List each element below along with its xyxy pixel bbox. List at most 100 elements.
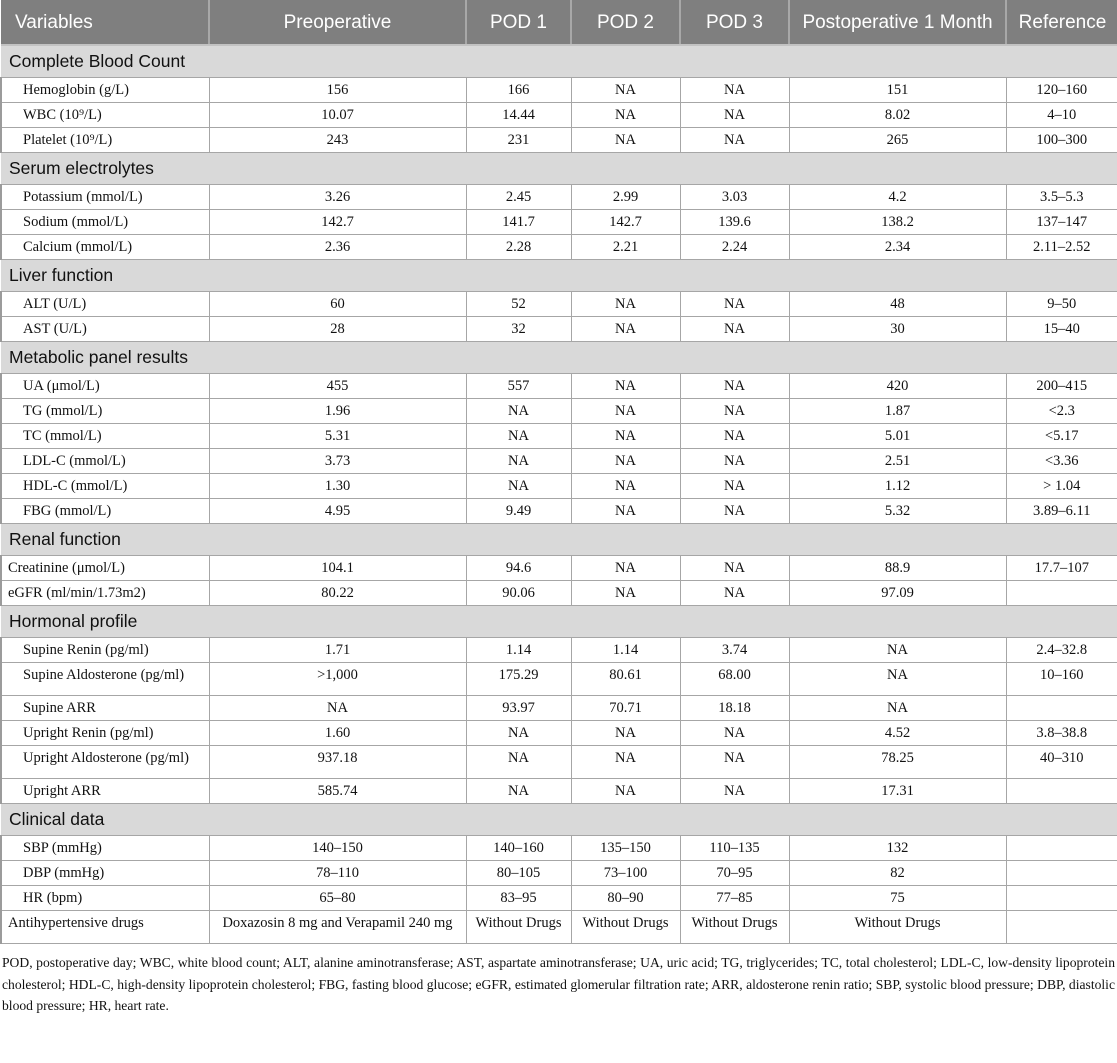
value-cell: NA <box>465 745 572 779</box>
value-cell: NA <box>679 745 790 779</box>
table-row: Upright Renin (pg/ml) 1.60 NA NA NA 4.52 3.8–3… <box>0 720 1117 746</box>
table-row: Upright ARR 585.74 NA NA NA 17.31 <box>0 778 1117 804</box>
value-cell <box>1005 910 1117 944</box>
variable-label: eGFR (ml/min/1.73m2) <box>0 580 210 606</box>
value-cell: 3.89–6.11 <box>1005 498 1117 524</box>
value-cell: 455 <box>208 373 467 399</box>
value-cell: 120–160 <box>1005 77 1117 103</box>
value-cell: NA <box>570 720 681 746</box>
value-cell: Without Drugs <box>465 910 572 944</box>
column-header: Postoperative 1 Month <box>789 0 1007 46</box>
value-cell: 5.31 <box>208 423 467 449</box>
value-cell: NA <box>465 398 572 424</box>
variable-label: FBG (mmol/L) <box>0 498 210 524</box>
value-cell: 60 <box>208 291 467 317</box>
value-cell: 82 <box>788 860 1007 886</box>
value-cell: 94.6 <box>465 555 572 581</box>
value-cell: 4.52 <box>788 720 1007 746</box>
value-cell: 1.71 <box>208 637 467 663</box>
value-cell: NA <box>465 778 572 804</box>
value-cell <box>1005 695 1117 721</box>
value-cell: 68.00 <box>679 662 790 696</box>
value-cell: NA <box>570 291 681 317</box>
value-cell: NA <box>570 398 681 424</box>
value-cell: 40–310 <box>1005 745 1117 779</box>
value-cell: Doxazosin 8 mg and Verapamil 240 mg <box>208 910 467 944</box>
value-cell: 9–50 <box>1005 291 1117 317</box>
section-row: Renal function <box>1 523 1117 556</box>
value-cell: 80–105 <box>465 860 572 886</box>
value-cell: 2.28 <box>465 234 572 260</box>
value-cell: NA <box>679 316 790 342</box>
value-cell: NA <box>570 498 681 524</box>
value-cell: 73–100 <box>570 860 681 886</box>
value-cell: Without Drugs <box>788 910 1007 944</box>
value-cell <box>1005 835 1117 861</box>
value-cell: 137–147 <box>1005 209 1117 235</box>
value-cell: 937.18 <box>208 745 467 779</box>
value-cell: NA <box>679 291 790 317</box>
table-row: Antihypertensive drugs Doxazosin 8 mg and… <box>0 910 1117 944</box>
column-header: POD 3 <box>680 0 790 46</box>
value-cell: 30 <box>788 316 1007 342</box>
value-cell: 1.12 <box>788 473 1007 499</box>
value-cell: NA <box>570 580 681 606</box>
table-row: Calcium (mmol/L) 2.36 2.28 2.21 2.24 2.34 2.11… <box>0 234 1117 260</box>
value-cell: 3.74 <box>679 637 790 663</box>
value-cell: NA <box>570 745 681 779</box>
value-cell: NA <box>570 448 681 474</box>
value-cell: 4–10 <box>1005 102 1117 128</box>
variable-label: ALT (U/L) <box>0 291 210 317</box>
value-cell: 156 <box>208 77 467 103</box>
value-cell: 15–40 <box>1005 316 1117 342</box>
section-title: Serum electrolytes <box>1 152 1117 185</box>
value-cell: 10.07 <box>208 102 467 128</box>
value-cell: 1.87 <box>788 398 1007 424</box>
variable-label: Calcium (mmol/L) <box>0 234 210 260</box>
section-title: Liver function <box>1 259 1117 292</box>
value-cell: 70.71 <box>570 695 681 721</box>
value-cell: <3.36 <box>1005 448 1117 474</box>
value-cell: 1.96 <box>208 398 467 424</box>
table-header: Variables Preoperative POD 1 POD 2 POD 3 Post… <box>1 0 1117 46</box>
section-title: Complete Blood Count <box>1 44 1117 78</box>
value-cell: > 1.04 <box>1005 473 1117 499</box>
variable-label: Supine Renin (pg/ml) <box>0 637 210 663</box>
value-cell: 78–110 <box>208 860 467 886</box>
section-row: Metabolic panel results <box>1 341 1117 374</box>
table-row: Supine ARR NA 93.97 70.71 18.18 NA <box>0 695 1117 721</box>
document: Variables Preoperative POD 1 POD 2 POD 3 Post… <box>0 0 1117 1013</box>
value-cell: 557 <box>465 373 572 399</box>
value-cell: 2.51 <box>788 448 1007 474</box>
value-cell: NA <box>679 423 790 449</box>
variable-label: Hemoglobin (g/L) <box>0 77 210 103</box>
variable-label: UA (μmol/L) <box>0 373 210 399</box>
value-cell: 3.03 <box>679 184 790 210</box>
value-cell: NA <box>788 662 1007 696</box>
value-cell: NA <box>679 77 790 103</box>
value-cell: 93.97 <box>465 695 572 721</box>
lab-results-table: Variables Preoperative POD 1 POD 2 POD 3 Post… <box>0 0 1117 944</box>
variable-label: SBP (mmHg) <box>0 835 210 861</box>
value-cell: Without Drugs <box>570 910 681 944</box>
value-cell: 135–150 <box>570 835 681 861</box>
value-cell: NA <box>570 423 681 449</box>
value-cell: 138.2 <box>788 209 1007 235</box>
section-row: Hormonal profile <box>1 605 1117 638</box>
table-row: Hemoglobin (g/L) 156 166 NA NA 151 120–160 <box>0 77 1117 103</box>
value-cell: 3.5–5.3 <box>1005 184 1117 210</box>
value-cell: <2.3 <box>1005 398 1117 424</box>
value-cell: NA <box>679 398 790 424</box>
value-cell: 52 <box>465 291 572 317</box>
value-cell: 585.74 <box>208 778 467 804</box>
variable-label: Sodium (mmol/L) <box>0 209 210 235</box>
column-header: Variables <box>1 0 210 46</box>
column-header: POD 2 <box>571 0 681 46</box>
table-row: TC (mmol/L) 5.31 NA NA NA 5.01 <5.17 <box>0 423 1117 449</box>
value-cell: 132 <box>788 835 1007 861</box>
value-cell: NA <box>465 448 572 474</box>
table-row: eGFR (ml/min/1.73m2) 80.22 90.06 NA NA 97.09 <box>0 580 1117 606</box>
value-cell: NA <box>679 580 790 606</box>
value-cell: NA <box>570 778 681 804</box>
value-cell: 140–150 <box>208 835 467 861</box>
